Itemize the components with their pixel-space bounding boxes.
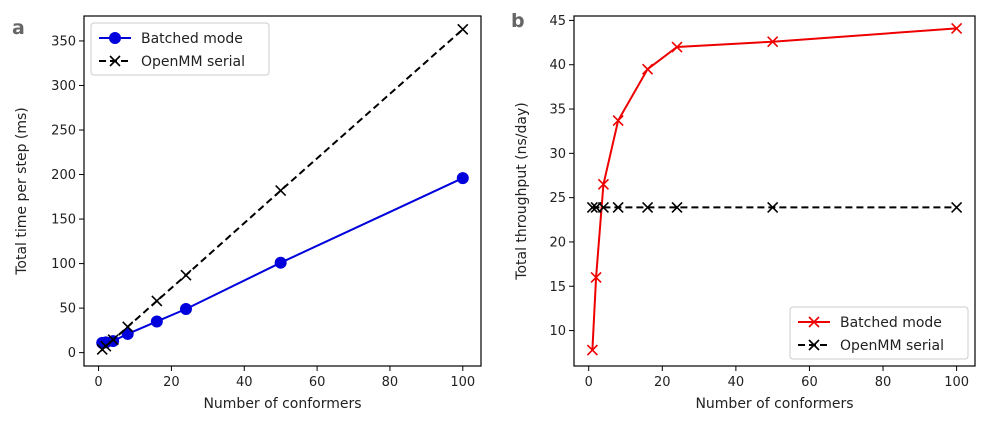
series-batched-mode: [586, 22, 963, 356]
data-point: [180, 269, 192, 281]
legend-label: OpenMM serial: [141, 54, 245, 70]
x-tick-label: 40: [728, 375, 745, 390]
data-point: [150, 315, 163, 328]
legend-entry: Batched mode: [99, 31, 243, 47]
data-point: [275, 184, 287, 197]
legend: Batched mode OpenMM serial: [789, 306, 969, 360]
data-point: [151, 295, 163, 307]
x-tick-label: 100: [450, 375, 475, 390]
data-point: [767, 201, 779, 213]
chart-panel-b: b 0 20 40 60 80 100 10 15 20 25 30 35 40 45 Number of c…: [511, 10, 976, 412]
data-point: [612, 114, 624, 127]
x-tick-label: 100: [944, 375, 969, 390]
data-point: [274, 256, 287, 269]
legend-label: OpenMM serial: [840, 338, 944, 354]
data-point: [586, 201, 598, 213]
legend-marker: [109, 32, 121, 44]
y-tick-label: 20: [549, 235, 566, 250]
x-tick-label: 60: [309, 375, 326, 390]
y-tick-label: 150: [51, 213, 76, 228]
x-tick-label: 80: [382, 375, 399, 390]
legend: Batched mode OpenMM serial: [90, 22, 270, 76]
data-point: [179, 303, 192, 316]
legend-entry: Batched mode: [798, 315, 942, 331]
y-tick-label: 25: [549, 191, 566, 206]
y-tick-label: 30: [549, 147, 566, 162]
panel-label: b: [511, 10, 525, 32]
x-tick-label: 80: [875, 375, 892, 390]
x-tick-label: 0: [94, 375, 102, 390]
x-tick-label: 20: [163, 375, 180, 390]
panel-label: a: [12, 17, 25, 39]
series-openmm-serial: [96, 23, 469, 356]
data-point: [671, 201, 683, 213]
legend-marker: [109, 55, 121, 67]
chart-panel-a: a 0 20 40 60 80 100 0 50 100 150 200 250 300 350 Number…: [12, 15, 482, 412]
legend-label: Batched mode: [840, 315, 942, 331]
legend-entry: OpenMM serial: [99, 54, 245, 70]
data-point: [107, 334, 119, 346]
x-tick-label: 0: [585, 375, 593, 390]
data-point: [597, 178, 609, 190]
plot-frame: [83, 15, 482, 367]
x-tick-label: 20: [654, 375, 671, 390]
data-point: [597, 201, 609, 213]
legend-label: Batched mode: [141, 31, 243, 47]
y-tick-label: 15: [549, 280, 566, 295]
y-axis-label: Total time per step (ms): [14, 107, 30, 276]
x-tick-label: 60: [801, 375, 818, 390]
legend-entry: OpenMM serial: [798, 338, 944, 354]
x-tick-label: 40: [236, 375, 253, 390]
y-tick-label: 200: [51, 168, 76, 183]
plot-frame: [573, 15, 976, 367]
legend-marker: [808, 339, 820, 351]
data-point: [951, 201, 963, 213]
data-point: [671, 41, 683, 53]
y-tick-label: 35: [549, 103, 566, 118]
data-point: [457, 23, 469, 35]
legend-marker: [808, 316, 820, 328]
data-point: [586, 344, 598, 356]
y-tick-label: 45: [549, 14, 566, 29]
series-line: [591, 27, 957, 351]
legend-box: [789, 306, 969, 360]
x-axis-label: Number of conformers: [695, 396, 853, 412]
y-tick-label: 350: [51, 34, 76, 49]
y-tick-label: 300: [51, 79, 76, 94]
series-openmm-serial: [586, 201, 963, 213]
y-axis-label: Total throughput (ns/day): [514, 102, 530, 280]
data-point: [456, 172, 469, 185]
data-point: [612, 201, 624, 213]
series-batched-mode: [96, 172, 469, 349]
x-axis-label: Number of conformers: [203, 396, 361, 412]
y-tick-label: 250: [51, 123, 76, 138]
data-point: [767, 36, 779, 48]
y-tick-label: 40: [549, 58, 566, 73]
data-point: [121, 327, 134, 340]
data-point: [590, 271, 602, 283]
data-point: [642, 201, 654, 213]
legend-box: [90, 22, 270, 76]
data-point: [642, 63, 654, 75]
data-point: [122, 321, 134, 333]
y-tick-label: 10: [549, 324, 566, 339]
y-tick-label: 0: [68, 346, 76, 361]
y-tick-label: 100: [51, 257, 76, 272]
y-tick-label: 50: [59, 302, 76, 317]
data-point: [951, 22, 963, 34]
